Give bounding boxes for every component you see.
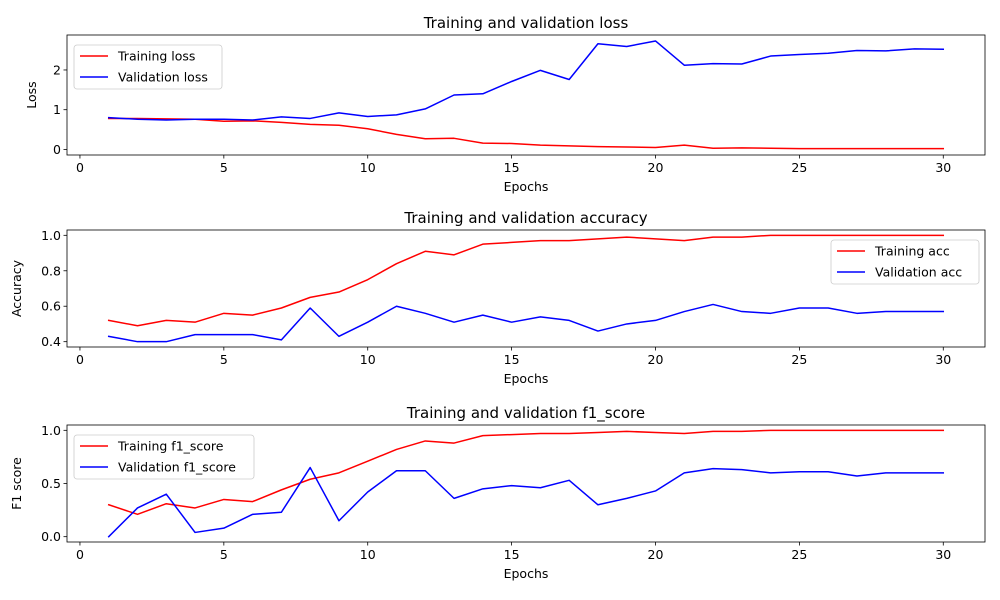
legend: Training loss Validation loss <box>73 44 223 90</box>
x-tick-label: 5 <box>220 160 228 175</box>
x-tick-label: 10 <box>360 352 376 367</box>
x-tick-label: 5 <box>220 547 228 562</box>
x-tick-label: 0 <box>76 160 84 175</box>
legend: Training f1_score Validation f1_score <box>73 434 255 480</box>
y-axis-label: Loss <box>24 81 39 108</box>
chart-title: Training and validation f1_score <box>406 404 645 423</box>
series-line-training <box>107 429 945 516</box>
chart-panel-3: Training and validation f1_score 0 5 10 15 20… <box>9 404 986 581</box>
y-tick-label: 2 <box>53 62 61 77</box>
legend-entry-training: Training acc <box>874 244 950 259</box>
y-axis-label: F1 score <box>9 457 24 510</box>
x-tick-label: 5 <box>220 352 228 367</box>
series-line-training <box>107 117 945 150</box>
x-axis-label: Epochs <box>504 371 549 386</box>
legend-entry-validation: Validation f1_score <box>118 460 236 475</box>
chart-panel-2: Training and validation accuracy 0 5 10 15 20… <box>9 209 986 386</box>
axes-frame <box>66 229 986 348</box>
y-tick-label: 0.0 <box>41 529 61 544</box>
x-tick-label: 30 <box>935 160 951 175</box>
legend-box <box>830 239 980 285</box>
legend-entry-validation: Validation loss <box>118 70 208 85</box>
x-axis-label: Epochs <box>504 179 549 194</box>
legend: Training acc Validation acc <box>830 239 980 285</box>
chart-title: Training and validation accuracy <box>403 209 647 227</box>
legend-entry-training: Training loss <box>117 49 195 64</box>
y-tick-label: 0.8 <box>41 263 61 278</box>
y-tick-label: 1 <box>53 102 61 117</box>
x-tick-label: 10 <box>360 547 376 562</box>
series-line-validation <box>107 303 945 343</box>
x-axis-label: Epochs <box>504 566 549 581</box>
x-tick-label: 20 <box>648 160 664 175</box>
y-tick-label: 0 <box>53 142 61 157</box>
x-tick-label: 20 <box>648 547 664 562</box>
x-tick-label: 30 <box>935 352 951 367</box>
y-tick-label: 1.0 <box>41 228 61 243</box>
legend-entry-training: Training f1_score <box>117 439 224 454</box>
series-line-validation <box>107 40 945 121</box>
axes-frame <box>66 34 986 156</box>
y-tick-label: 0.6 <box>41 299 61 314</box>
x-tick-label: 10 <box>360 160 376 175</box>
chart-title: Training and validation loss <box>423 14 629 32</box>
x-tick-label: 15 <box>504 547 520 562</box>
x-tick-label: 25 <box>791 160 807 175</box>
series-line-training <box>107 234 945 327</box>
legend-entry-validation: Validation acc <box>875 265 962 280</box>
x-tick-label: 20 <box>648 352 664 367</box>
x-tick-label: 30 <box>935 547 951 562</box>
x-tick-label: 25 <box>791 352 807 367</box>
y-axis-label: Accuracy <box>9 259 24 317</box>
x-tick-label: 15 <box>504 352 520 367</box>
y-tick-label: 0.4 <box>41 334 61 349</box>
x-tick-label: 15 <box>504 160 520 175</box>
y-tick-label: 1.0 <box>41 423 61 438</box>
y-tick-label: 0.5 <box>41 476 61 491</box>
legend-box <box>73 434 255 480</box>
x-tick-label: 0 <box>76 352 84 367</box>
x-tick-label: 25 <box>791 547 807 562</box>
legend-box <box>73 44 223 90</box>
series-line-validation <box>107 466 945 538</box>
x-tick-label: 0 <box>76 547 84 562</box>
